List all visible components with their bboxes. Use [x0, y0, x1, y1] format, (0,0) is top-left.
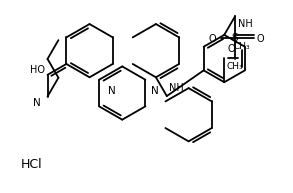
Text: O: O [227, 44, 235, 54]
Text: S: S [232, 33, 239, 43]
Text: N: N [33, 98, 40, 108]
Text: NH: NH [238, 19, 253, 29]
Text: O: O [257, 34, 265, 44]
Text: HCl: HCl [21, 157, 43, 170]
Text: NH: NH [169, 83, 183, 93]
Text: N: N [108, 86, 116, 96]
Text: N: N [151, 86, 159, 96]
Text: CH₃: CH₃ [227, 63, 243, 71]
Text: CH₃: CH₃ [234, 42, 251, 51]
Text: O: O [209, 34, 216, 44]
Text: HO: HO [30, 65, 45, 75]
